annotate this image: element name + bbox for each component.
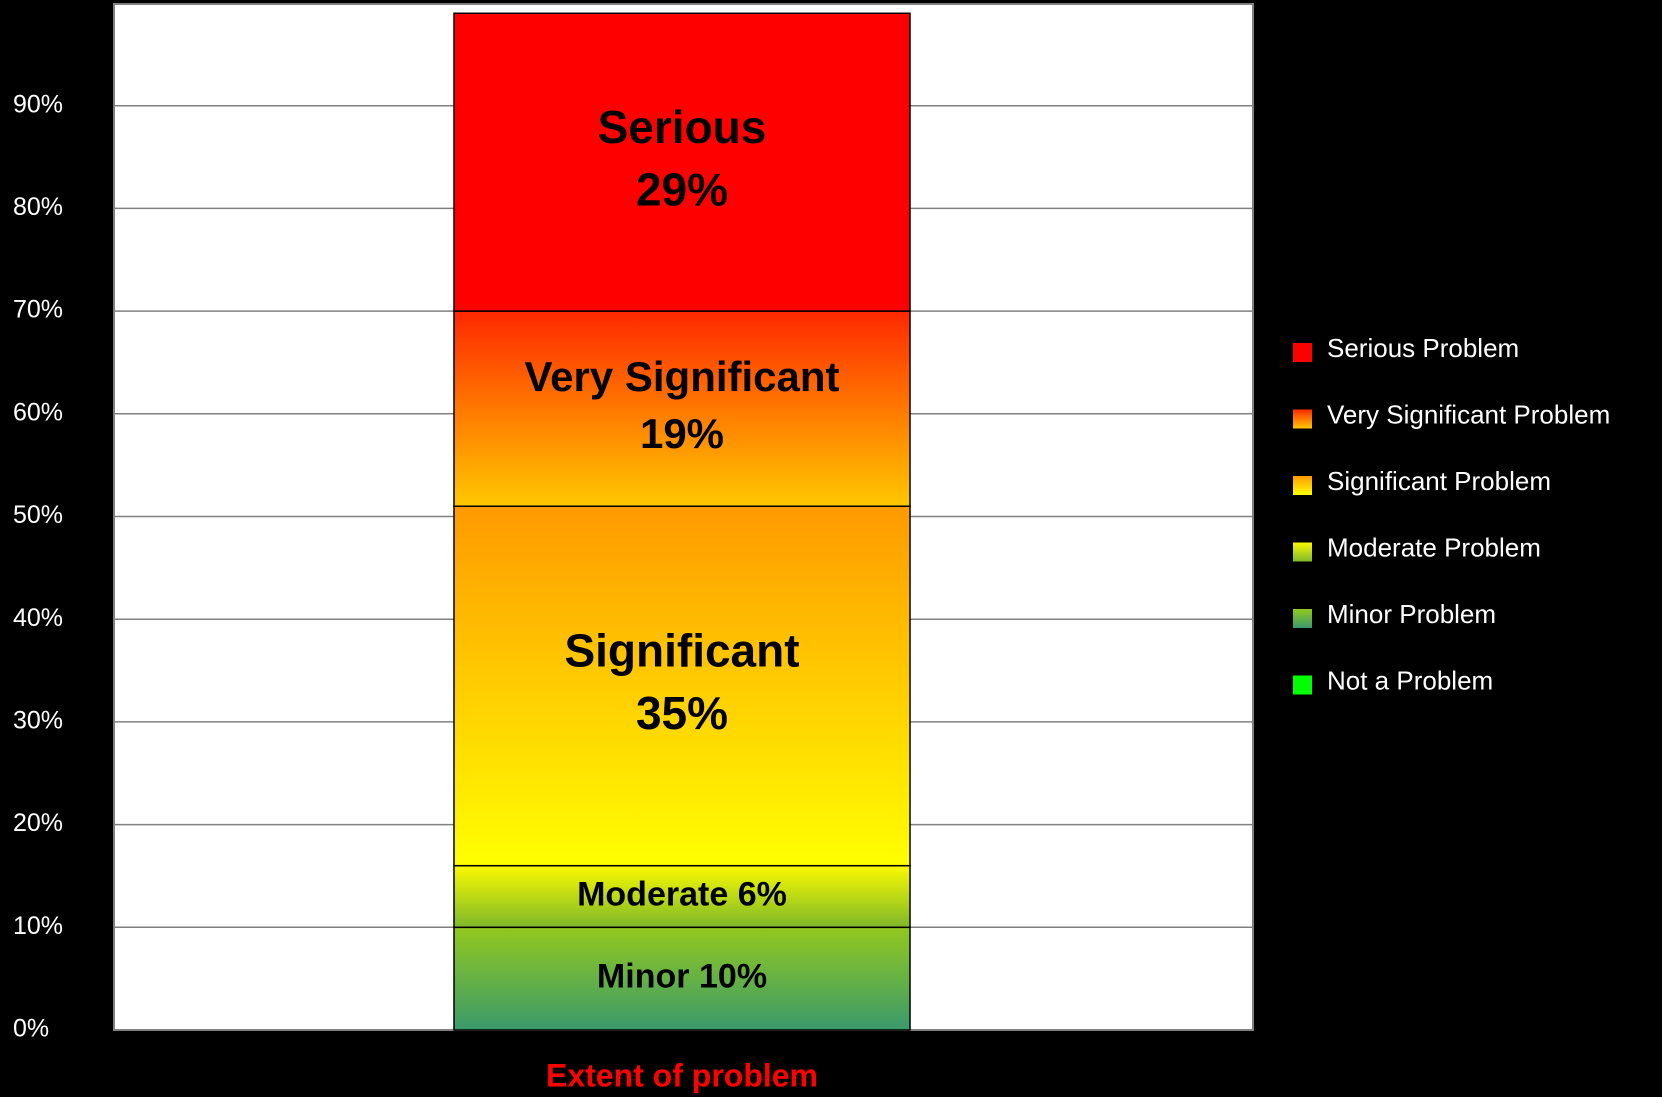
x-axis-label: Extent of problem [546,1057,818,1093]
y-tick-label: 90% [13,90,63,118]
y-tick-label: 40% [13,604,63,632]
legend-label: Not a Problem [1327,665,1493,695]
bar-segment [453,310,911,507]
bar-segment [453,926,911,1031]
data-label: Serious 29% [598,101,767,216]
label-name: Moderate [577,875,728,913]
legend-swatch [1293,542,1312,562]
legend-swatch [1293,343,1312,362]
label-value: 6% [738,875,787,913]
label-value: 29% [636,164,728,216]
data-label: Moderate 6% [577,875,787,913]
label-value: 10% [699,958,767,996]
label-name: Significant [564,625,799,677]
label-value: 19% [640,410,724,457]
y-tick-label: 70% [13,296,63,324]
label-name: Very Significant [524,353,839,400]
legend-swatch [1293,609,1312,628]
bar-segment [453,864,911,929]
data-label: Minor 10% [597,958,767,996]
legend-swatch [1293,409,1312,429]
y-tick-label: 80% [13,193,63,221]
y-tick-label: 10% [13,912,63,940]
y-tick-label: 20% [13,809,63,837]
data-label: Very Significant 19% [524,353,839,457]
y-tick-label: 0% [13,1015,49,1043]
legend-swatch [1293,476,1312,495]
label-name: Minor [597,958,690,996]
legend-label: Serious Problem [1327,333,1519,363]
legend-label: Very Significant Problem [1327,399,1610,429]
y-tick-label: 30% [13,707,63,735]
bar-segment [453,12,911,312]
legend-label: Minor Problem [1327,599,1496,629]
label-name: Serious [598,101,767,153]
label-value: 35% [636,687,728,739]
data-label: Significant 35% [564,625,799,740]
y-tick-label: 50% [13,501,63,529]
legend-label: Moderate Problem [1327,532,1541,562]
legend-swatch [1293,675,1312,695]
bar-segment [453,505,911,867]
y-tick-label: 60% [13,398,63,426]
legend-label: Significant Problem [1327,466,1551,496]
